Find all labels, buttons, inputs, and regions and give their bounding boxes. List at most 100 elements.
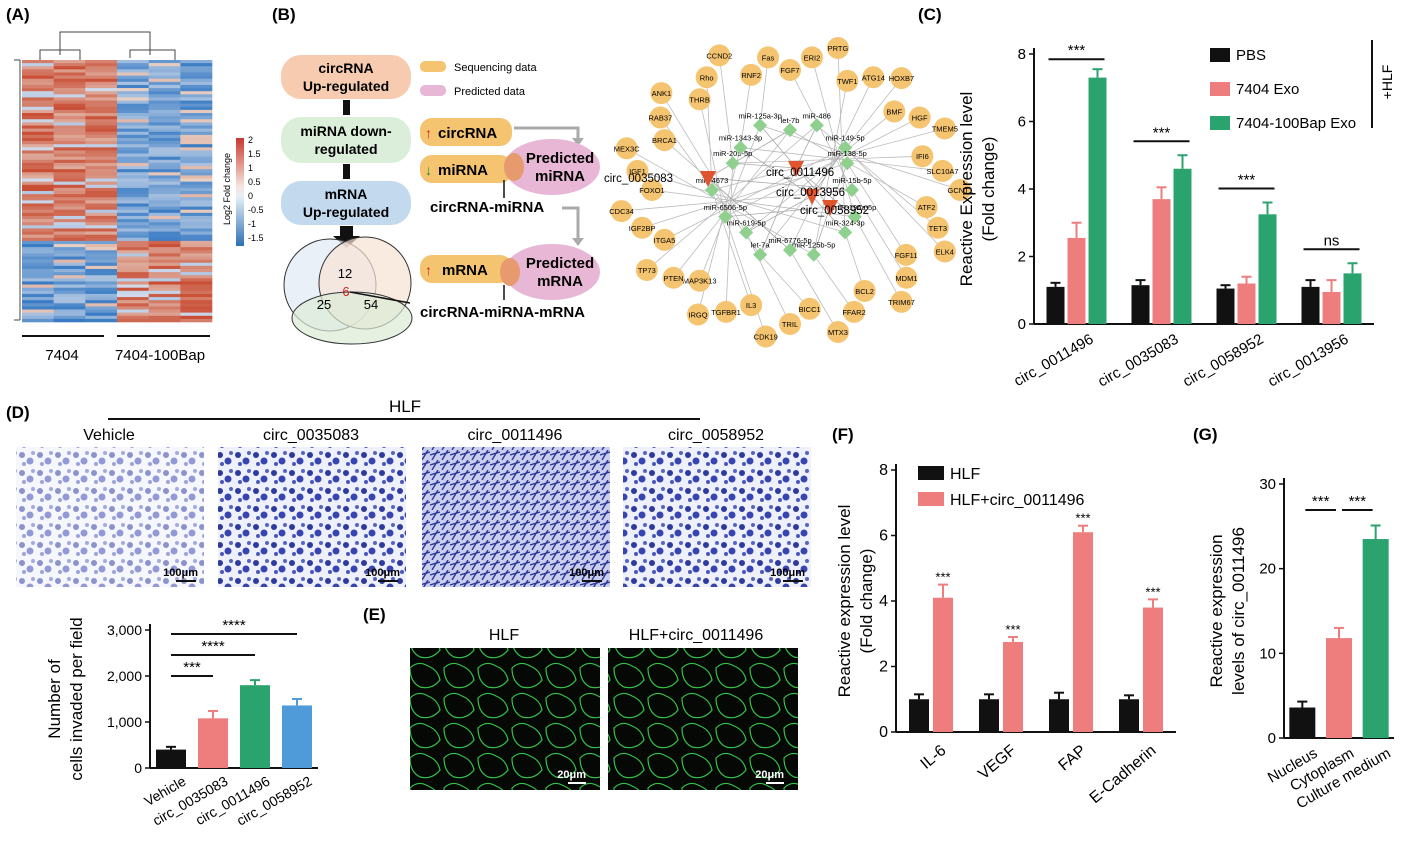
gene-label: CDK19 bbox=[754, 332, 778, 341]
heatmap-cell bbox=[53, 106, 86, 111]
heatmap-cell bbox=[117, 215, 149, 220]
invasion-image-title: circ_0011496 bbox=[468, 427, 563, 444]
heatmap-cell bbox=[180, 281, 213, 285]
heatmap-cell bbox=[22, 200, 54, 204]
heatmap-cell bbox=[117, 200, 149, 204]
venn-54: 54 bbox=[364, 297, 378, 312]
circrna-hub-label: circ_0035083 bbox=[604, 173, 673, 185]
network-edge bbox=[844, 147, 946, 252]
heatmap-cell bbox=[22, 293, 54, 298]
if-image-hlf-circ bbox=[608, 648, 798, 790]
gene-node bbox=[714, 300, 737, 323]
bar bbox=[1003, 641, 1023, 732]
heatmap-cell bbox=[22, 162, 54, 167]
heatmap-cell bbox=[85, 287, 118, 292]
bar bbox=[1289, 707, 1316, 738]
heatmap-cell bbox=[180, 172, 213, 176]
gene-label: TP73 bbox=[638, 266, 656, 275]
heatmap-cell bbox=[117, 125, 149, 129]
gene-node bbox=[853, 279, 876, 302]
heatmap-cell bbox=[117, 75, 149, 80]
invasion-image bbox=[422, 447, 610, 587]
heatmap-cell bbox=[85, 215, 118, 220]
mirna-label: let-7a bbox=[751, 241, 771, 250]
heatmap-cell bbox=[22, 131, 54, 136]
gene-label: SLC10A7 bbox=[926, 167, 958, 176]
heatmap-cell bbox=[148, 128, 181, 133]
gene-node bbox=[779, 313, 801, 335]
heatmap-cell bbox=[22, 197, 54, 201]
heatmap-cell bbox=[85, 200, 118, 204]
heatmap-cell bbox=[53, 225, 86, 229]
flow-mirna-box bbox=[281, 117, 411, 163]
network-edge bbox=[813, 80, 848, 255]
heatmap-cell bbox=[22, 225, 54, 229]
heatmap-cell bbox=[117, 237, 149, 242]
mirna-node bbox=[809, 118, 824, 133]
bar bbox=[1152, 199, 1171, 324]
venn-6: 6 bbox=[342, 284, 349, 299]
significance-mark: *** bbox=[1238, 172, 1256, 189]
bar bbox=[1119, 699, 1139, 732]
heatmap-cell bbox=[117, 116, 149, 120]
heatmap-cell bbox=[85, 128, 118, 133]
heatmap-cell bbox=[22, 137, 54, 142]
invasion-image bbox=[16, 447, 204, 587]
heatmap-cell bbox=[180, 290, 213, 295]
heatmap-cell bbox=[117, 156, 149, 161]
heatmap-cell bbox=[180, 187, 213, 192]
mirna-label: miR-4673 bbox=[696, 176, 729, 185]
heatmap-cell bbox=[22, 60, 54, 64]
gene-label: ANK1 bbox=[652, 89, 672, 98]
heatmap-cell bbox=[53, 187, 86, 192]
heatmap-cell bbox=[180, 72, 213, 76]
heatmap-cell bbox=[117, 290, 149, 295]
invasion-image-title: circ_0035083 bbox=[263, 427, 359, 444]
heatmap-cell bbox=[53, 137, 86, 142]
significance-mark: *** bbox=[1349, 493, 1367, 510]
heatmap-cell bbox=[148, 284, 181, 288]
flow-mrna-line2: Up-regulated bbox=[303, 204, 389, 220]
heatmap-cell bbox=[117, 253, 149, 257]
heatmap-cell bbox=[53, 237, 86, 242]
heatmap-cell bbox=[53, 200, 86, 204]
heatmap-cell bbox=[117, 303, 149, 307]
heatmap-cell bbox=[22, 250, 54, 254]
heatmap-cell bbox=[148, 187, 181, 192]
gene-label: PTEN bbox=[664, 274, 684, 283]
heatmap-cell bbox=[53, 256, 86, 260]
heatmap-cell bbox=[180, 103, 213, 108]
heatmap-cell bbox=[53, 116, 86, 120]
flow-mirna-line1: miRNA down- bbox=[300, 123, 392, 139]
heatmap-cell bbox=[117, 147, 149, 151]
heatmap-cell bbox=[180, 106, 213, 111]
y-tick-label: 0 bbox=[879, 724, 888, 741]
heatmap-cell bbox=[22, 172, 54, 176]
heatmap-cell bbox=[180, 100, 213, 104]
gene-node bbox=[662, 266, 685, 289]
heatmap-cell bbox=[53, 122, 86, 126]
heatmap-cell bbox=[148, 91, 181, 95]
heatmap-cell bbox=[148, 237, 181, 242]
heatmap-cell bbox=[85, 75, 118, 80]
gene-node bbox=[843, 300, 866, 323]
svg-text:↓: ↓ bbox=[425, 162, 432, 178]
heatmap-cell bbox=[117, 240, 149, 245]
heatmap-cell bbox=[117, 60, 149, 64]
gene-label: MEX3C bbox=[614, 144, 640, 153]
heatmap-cell bbox=[180, 94, 213, 98]
heatmap-cell bbox=[85, 169, 118, 173]
heatmap-cell bbox=[117, 97, 149, 101]
heatmap-cell bbox=[22, 97, 54, 101]
gene-label: ELK4 bbox=[936, 247, 954, 256]
heatmap-cell bbox=[53, 147, 86, 151]
heatmap-cell bbox=[85, 262, 118, 267]
heatmap-cell bbox=[53, 125, 86, 129]
heatmap-cell bbox=[148, 147, 181, 151]
bar bbox=[1343, 273, 1362, 324]
heatmap-cell bbox=[180, 175, 213, 179]
heatmap-cell bbox=[117, 275, 149, 279]
heatmap-cell bbox=[53, 131, 86, 136]
y-axis-label: Reactive expression level bbox=[835, 505, 854, 698]
heatmap-cell bbox=[85, 237, 118, 242]
